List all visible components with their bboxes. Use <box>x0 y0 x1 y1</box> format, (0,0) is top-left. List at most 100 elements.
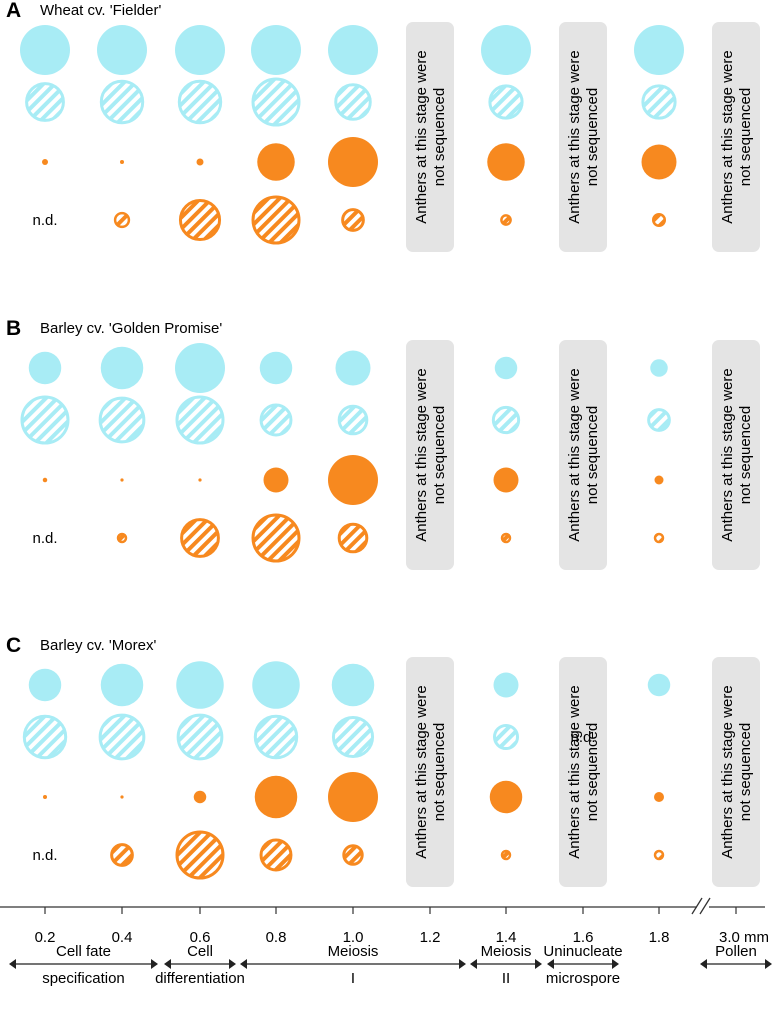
not-sequenced-box: Anthers at this stage werenot sequenced <box>712 22 760 252</box>
axis-tick-label: 1.6 <box>573 929 594 946</box>
orange-solid-bubble <box>257 143 295 181</box>
stage-arrow-head-right <box>151 959 158 969</box>
axis-tick-label: 1.4 <box>496 929 517 946</box>
nd-label: n.d. <box>32 212 57 229</box>
orange-hatched-bubble <box>259 838 293 872</box>
not-sequenced-background <box>559 22 607 252</box>
orange-hatched-bubble <box>342 844 364 866</box>
stage-arrow-head-left <box>164 959 171 969</box>
nd-label: n.d. <box>32 847 57 864</box>
not-sequenced-label: Anthers at this stage werenot sequenced <box>719 50 754 223</box>
cyan-solid-bubble <box>175 343 225 393</box>
cyan-solid-bubble <box>251 25 301 75</box>
cyan-solid-bubble <box>100 346 144 390</box>
axis-tick-label: 0.8 <box>266 929 287 946</box>
not-sequenced-label: Anthers at this stage werenot sequenced <box>413 368 448 541</box>
axis-tick-label: 1.2 <box>420 929 441 946</box>
not-sequenced-box: Anthers at this stage werenot sequenced <box>559 340 607 570</box>
stage-label: I <box>351 970 355 987</box>
orange-solid-bubble <box>43 795 47 799</box>
orange-solid-bubble <box>487 143 525 181</box>
orange-solid-bubble <box>489 780 523 814</box>
orange-solid-bubble <box>120 478 124 482</box>
not-sequenced-background <box>559 340 607 570</box>
cyan-hatched-bubble <box>176 713 224 761</box>
not-sequenced-label: Anthers at this stage werenot sequenced <box>413 685 448 858</box>
cyan-solid-bubble <box>252 661 300 709</box>
axis-tick-label: 3.0 mm <box>719 929 769 946</box>
stage-annotation: Pollen <box>700 943 772 969</box>
cyan-solid-bubble <box>176 661 224 709</box>
orange-hatched-bubble <box>500 532 512 544</box>
orange-hatched-bubble <box>341 208 365 232</box>
orange-hatched-bubble <box>653 849 665 861</box>
orange-solid-bubble <box>263 467 289 493</box>
orange-solid-bubble <box>198 478 202 482</box>
cyan-solid-bubble <box>328 25 378 75</box>
orange-hatched-bubble <box>175 830 225 880</box>
stage-annotation: Cell fate specification <box>9 943 158 987</box>
orange-solid-bubble <box>193 790 207 804</box>
axis-tick-label: 0.4 <box>112 929 133 946</box>
not-sequenced-label: Anthers at this stage werenot sequenced <box>566 50 601 223</box>
cyan-hatched-bubble <box>25 82 65 122</box>
cyan-solid-bubble <box>634 25 684 75</box>
stage-label: Cell <box>187 943 213 960</box>
stage-axis: 0.2 0.4 0.6 0.8 1.0 1.2 1.4 1.6 1.8 3.0 mm Cell fa… <box>0 897 772 987</box>
orange-solid-bubble <box>654 792 664 802</box>
orange-hatched-bubble <box>500 849 512 861</box>
not-sequenced-background <box>559 657 607 887</box>
cyan-hatched-bubble <box>488 84 524 120</box>
panel-letter: C <box>6 634 21 657</box>
orange-hatched-bubble <box>110 843 134 867</box>
cyan-hatched-bubble <box>337 404 369 436</box>
stage-arrow-head-left <box>700 959 707 969</box>
panel-a: A Wheat cv. 'Fielder' Anthers at this stag… <box>6 0 760 252</box>
panel-letter: A <box>6 0 21 22</box>
orange-solid-bubble <box>328 455 378 505</box>
stage-label: Meiosis <box>328 943 379 960</box>
cyan-solid-bubble <box>175 25 225 75</box>
panel-title: Barley cv. 'Golden Promise' <box>40 320 222 337</box>
axis-tick-label: 1.8 <box>649 929 670 946</box>
not-sequenced-label: Anthers at this stage werenot sequenced <box>413 50 448 223</box>
cyan-hatched-bubble <box>259 403 293 437</box>
not-sequenced-box: Anthers at this stage werenot sequenced <box>712 657 760 887</box>
not-sequenced-background <box>406 22 454 252</box>
not-sequenced-background <box>406 340 454 570</box>
cyan-hatched-bubble <box>493 724 519 750</box>
cyan-solid-bubble <box>650 359 668 377</box>
orange-hatched-bubble <box>652 213 666 227</box>
nd-label: n.d. <box>570 729 595 746</box>
cyan-solid-bubble <box>335 350 371 386</box>
stage-label: microspore <box>546 970 620 987</box>
stage-arrow-head-left <box>470 959 477 969</box>
stage-arrow-head-right <box>459 959 466 969</box>
not-sequenced-background <box>712 340 760 570</box>
axis-break-gap <box>697 904 709 910</box>
cyan-hatched-bubble <box>331 715 375 759</box>
orange-hatched-bubble <box>337 522 369 554</box>
cyan-solid-bubble <box>97 25 147 75</box>
orange-solid-bubble <box>120 795 124 799</box>
panel-c: C Barley cv. 'Morex' Anthers at this stage… <box>6 634 760 887</box>
cyan-hatched-bubble <box>177 79 223 125</box>
cyan-solid-bubble <box>259 351 293 385</box>
not-sequenced-background <box>406 657 454 887</box>
orange-solid-bubble <box>42 159 48 165</box>
stage-label: differentiation <box>155 970 245 987</box>
orange-solid-bubble <box>493 467 519 493</box>
orange-solid-bubble <box>254 775 298 819</box>
cyan-hatched-bubble <box>175 395 225 445</box>
orange-hatched-bubble <box>251 513 301 563</box>
cyan-hatched-bubble <box>647 408 671 432</box>
cyan-solid-bubble <box>100 663 144 707</box>
stage-label: Meiosis <box>481 943 532 960</box>
cyan-solid-bubble <box>20 25 70 75</box>
axis-tick-label: 0.2 <box>35 929 56 946</box>
stage-annotation: Meiosis I <box>240 943 466 987</box>
axis-tick-label: 0.6 <box>190 929 211 946</box>
cyan-solid-bubble <box>493 672 519 698</box>
not-sequenced-box: Anthers at this stage werenot sequenced <box>559 657 607 887</box>
stage-annotation: Meiosis II <box>470 943 542 987</box>
